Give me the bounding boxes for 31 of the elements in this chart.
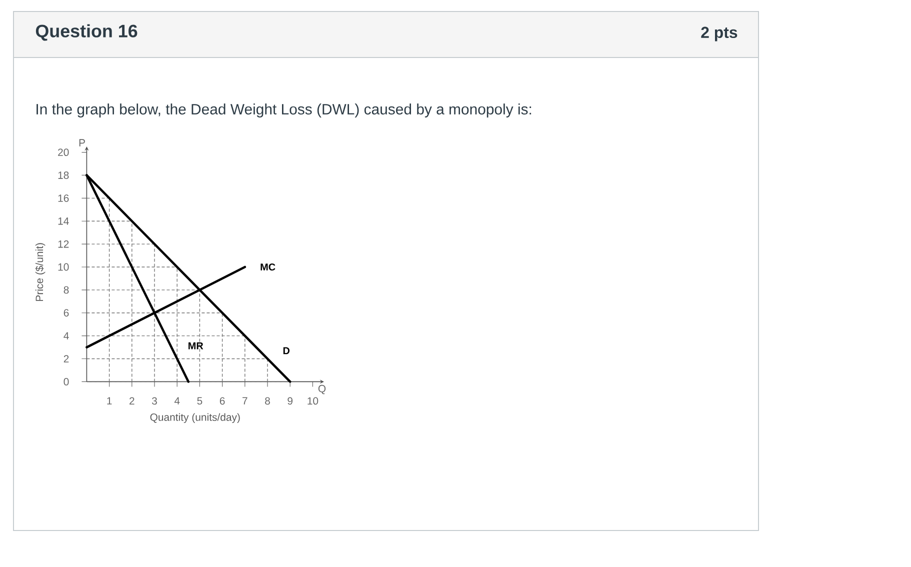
y-tick-label: 12	[58, 240, 69, 248]
y-tick-label: 20	[58, 148, 69, 156]
y-tick-label: 8	[64, 286, 69, 294]
y-tick-label: 2	[64, 355, 69, 362]
y-tick-label: 6	[64, 309, 69, 317]
chart-title: Question 16	[36, 24, 138, 41]
y-tick-label: 4	[64, 332, 69, 340]
x-tick-label: 3	[152, 397, 157, 405]
x-tick-label: 5	[197, 397, 202, 405]
x-tick-label: 2	[130, 397, 134, 405]
x-axis-title: Quantity (units/day)	[150, 413, 240, 423]
text: P	[79, 139, 85, 146]
y-tick-label: 10	[58, 263, 69, 271]
x-tick-label: 7	[242, 397, 248, 404]
series-label: MR	[188, 342, 204, 350]
y-tick-label: 18	[58, 172, 69, 179]
x-tick-label: 6	[220, 397, 225, 405]
y-tick-label: 14	[58, 218, 69, 225]
y-tick-label: 16	[58, 194, 69, 202]
text: Q	[318, 384, 326, 394]
chart-subtitle: In the graph below, the Dead Weight Loss (DWL) caused by a monopoly is:	[36, 104, 532, 118]
y-axis-title: Price ($/unit)	[35, 243, 46, 301]
x-tick-label: 4	[174, 397, 180, 404]
x-tick-label: 8	[265, 397, 270, 405]
series-label: MC	[260, 263, 276, 271]
x-tick-label: 1	[107, 397, 112, 404]
y-tick-label: 0	[64, 378, 69, 386]
x-tick-label: 10	[308, 397, 318, 405]
series-label: D	[283, 347, 290, 354]
x-tick-label: 9	[288, 397, 293, 405]
text: 2 pts	[701, 26, 738, 42]
